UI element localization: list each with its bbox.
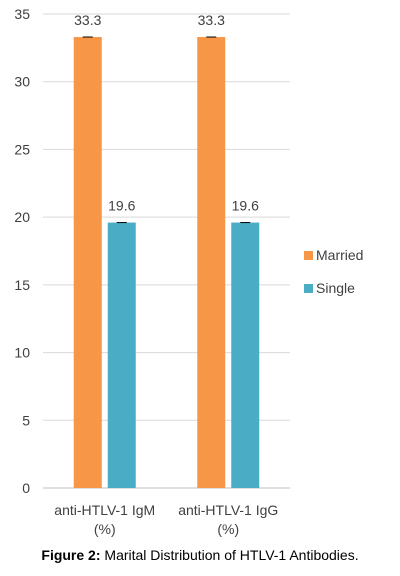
category-label: (%) bbox=[94, 521, 116, 537]
bar-single bbox=[231, 222, 260, 488]
category-label: (%) bbox=[217, 521, 239, 537]
y-tick-label: 20 bbox=[14, 209, 30, 225]
y-tick-label: 30 bbox=[14, 74, 30, 90]
data-label: 33.3 bbox=[198, 12, 225, 28]
y-tick-label: 15 bbox=[14, 277, 30, 293]
bar-chart: 0 5 10 15 20 25 30 35 33.3 19.6 33.3 19.6 anti-HTL… bbox=[14, 6, 363, 537]
y-tick-label: 25 bbox=[14, 141, 30, 157]
data-label: 33.3 bbox=[74, 12, 101, 28]
figure-caption: Figure 2: Marital Distribution of HTLV-1… bbox=[0, 547, 400, 563]
legend-swatch-single bbox=[304, 284, 313, 293]
bar-single bbox=[107, 222, 136, 488]
caption-label: Figure 2: bbox=[41, 547, 101, 563]
y-tick-label: 10 bbox=[14, 345, 30, 361]
category-label: anti-HTLV-1 IgG bbox=[178, 502, 278, 518]
bar-married bbox=[197, 37, 226, 488]
data-label: 19.6 bbox=[232, 198, 259, 214]
category-label: anti-HTLV-1 IgM bbox=[54, 502, 155, 518]
legend-label-single: Single bbox=[316, 280, 355, 296]
caption-text: Marital Distribution of HTLV-1 Antibodie… bbox=[100, 547, 359, 563]
legend: Married Single bbox=[304, 247, 363, 296]
legend-swatch-married bbox=[304, 251, 313, 260]
y-tick-label: 0 bbox=[22, 480, 30, 496]
y-axis: 0 5 10 15 20 25 30 35 bbox=[14, 6, 30, 496]
bars: 33.3 19.6 33.3 19.6 bbox=[73, 12, 260, 488]
y-tick-label: 35 bbox=[14, 6, 30, 22]
legend-label-married: Married bbox=[316, 247, 363, 263]
data-label: 19.6 bbox=[108, 198, 135, 214]
x-axis: anti-HTLV-1 IgM (%) anti-HTLV-1 IgG (%) bbox=[54, 502, 278, 537]
bar-married bbox=[73, 37, 102, 488]
y-tick-label: 5 bbox=[22, 412, 30, 428]
